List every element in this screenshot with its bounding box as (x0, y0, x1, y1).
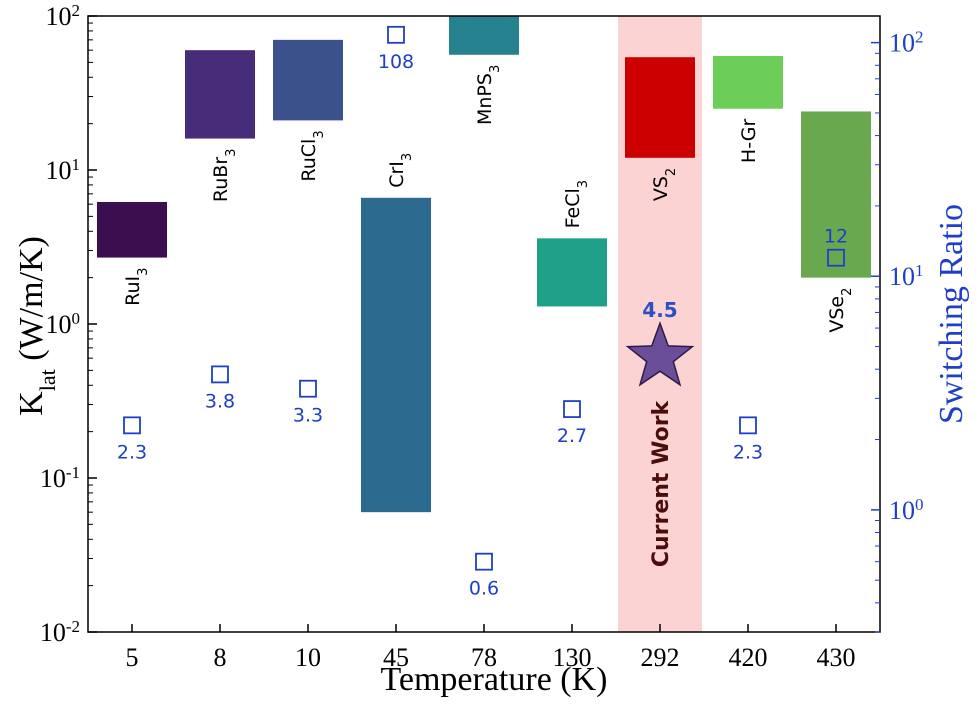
ratio-label-6: 4.5 (642, 298, 677, 322)
material-name: RuCl (298, 139, 320, 182)
range-bar-8 (801, 111, 871, 278)
material-name: CrI (386, 161, 408, 188)
ylabel-symbol: K (13, 391, 50, 416)
ratio-label-7: 2.3 (733, 441, 763, 463)
x-tick-label-3: 45 (383, 643, 409, 672)
material-subscript: 3 (136, 268, 151, 276)
tick-base: 10 (889, 496, 915, 525)
ratio-label-3: 108 (378, 51, 414, 73)
ratio-marker-3 (387, 25, 405, 44)
x-tick-label-8: 430 (817, 643, 856, 672)
material-label-5: FeCl3 (562, 180, 591, 228)
highlight-label: Current Work (649, 399, 674, 567)
material-label-7: H-Gr (738, 119, 760, 164)
y2-tick-label-0: 100 (889, 494, 924, 525)
x-tick-label-6: 292 (641, 643, 680, 672)
material-name: VSe (826, 296, 848, 333)
x-tick-label-1: 8 (214, 643, 227, 672)
ratio-label-2: 3.3 (293, 405, 323, 427)
material-subscript: 3 (224, 149, 239, 157)
tick-base: 10 (46, 310, 72, 339)
y2-axis-label: Switching Ratio (933, 204, 970, 424)
ratio-label-0: 2.3 (117, 441, 147, 463)
x-tick-label-0: 5 (126, 643, 139, 672)
y-tick-label-4: 102 (46, 1, 81, 32)
ratio-marker-1 (211, 365, 229, 384)
y2-tick-label-1: 101 (889, 261, 924, 292)
tick-exponent: 2 (915, 27, 924, 46)
range-bar-2 (273, 39, 343, 121)
material-subscript: 3 (488, 65, 503, 73)
tick-exponent: -1 (66, 463, 80, 482)
material-label-1: RuBr3 (210, 149, 239, 203)
x-tick-label-4: 78 (471, 643, 497, 672)
tick-exponent: 0 (72, 309, 81, 328)
ratio-marker-7 (739, 416, 757, 435)
tick-exponent: 0 (915, 494, 924, 513)
range-bar-3 (361, 197, 431, 513)
tick-base: 10 (40, 464, 66, 493)
range-bar-0 (97, 201, 167, 258)
range-bar-1 (185, 50, 255, 139)
material-name: MnPS (474, 73, 496, 125)
material-name: H-Gr (738, 119, 760, 164)
x-tick-label-5: 130 (553, 643, 592, 672)
material-label-0: RuI3 (122, 268, 151, 306)
ratio-label-5: 2.7 (557, 425, 587, 447)
range-bar-5 (537, 238, 607, 307)
material-label-6: VS2 (650, 168, 679, 201)
x-tick-label-7: 420 (729, 643, 768, 672)
material-label-3: CrI3 (386, 153, 415, 188)
material-label-4: MnPS3 (474, 65, 503, 125)
ratio-marker-2 (299, 379, 317, 398)
ratio-label-4: 0.6 (469, 578, 499, 600)
ratio-marker-4 (475, 552, 493, 571)
current-work-star (625, 320, 695, 387)
material-subscript: 2 (664, 168, 679, 176)
material-subscript: 3 (400, 153, 415, 161)
ratio-label-1: 3.8 (205, 390, 235, 412)
tick-exponent: 1 (72, 155, 81, 174)
y-tick-label-3: 101 (46, 155, 81, 186)
material-label-8: VSe2 (826, 288, 855, 333)
y-tick-label-1: 10-1 (40, 463, 80, 494)
material-subscript: 3 (312, 130, 327, 138)
tick-base: 10 (46, 2, 72, 31)
y-tick-label-2: 100 (46, 309, 81, 340)
tick-base: 10 (889, 262, 915, 291)
bars-layer (97, 16, 871, 513)
material-name: FeCl (562, 188, 584, 228)
ylabel-subscript: lat (35, 369, 60, 391)
range-bar-4 (449, 16, 519, 55)
ratio-marker-0 (123, 416, 141, 435)
range-bar-7 (713, 55, 783, 109)
tick-exponent: 2 (72, 1, 81, 20)
tick-exponent: 1 (915, 261, 924, 280)
y-axis-label: Klat (W/m/K) (13, 236, 60, 416)
material-name: RuI (122, 276, 144, 306)
x-tick-label-2: 10 (295, 643, 321, 672)
tick-base: 10 (889, 29, 915, 58)
material-subscript: 2 (840, 288, 855, 296)
tick-base: 10 (40, 618, 66, 647)
tick-exponent: -2 (66, 617, 80, 636)
material-name: RuBr (210, 157, 232, 202)
material-subscript: 3 (576, 180, 591, 188)
ratio-marker-5 (563, 400, 581, 418)
material-label-2: RuCl3 (298, 130, 327, 181)
ylabel-unit: (W/m/K) (13, 236, 50, 369)
y-tick-label-0: 10-2 (40, 617, 80, 648)
x-axis-label: Temperature (K) (381, 661, 608, 698)
ratio-markers-layer: 2.3 3.8 3.3 108 0.6 2.7 4.5 2.3 12 (117, 25, 848, 600)
y2-tick-label-2: 102 (889, 27, 924, 58)
ratio-marker-8 (827, 248, 845, 267)
material-name: VS (650, 176, 672, 201)
range-bar-6 (625, 57, 695, 158)
ratio-label-8: 12 (824, 226, 848, 248)
tick-base: 10 (46, 156, 72, 185)
